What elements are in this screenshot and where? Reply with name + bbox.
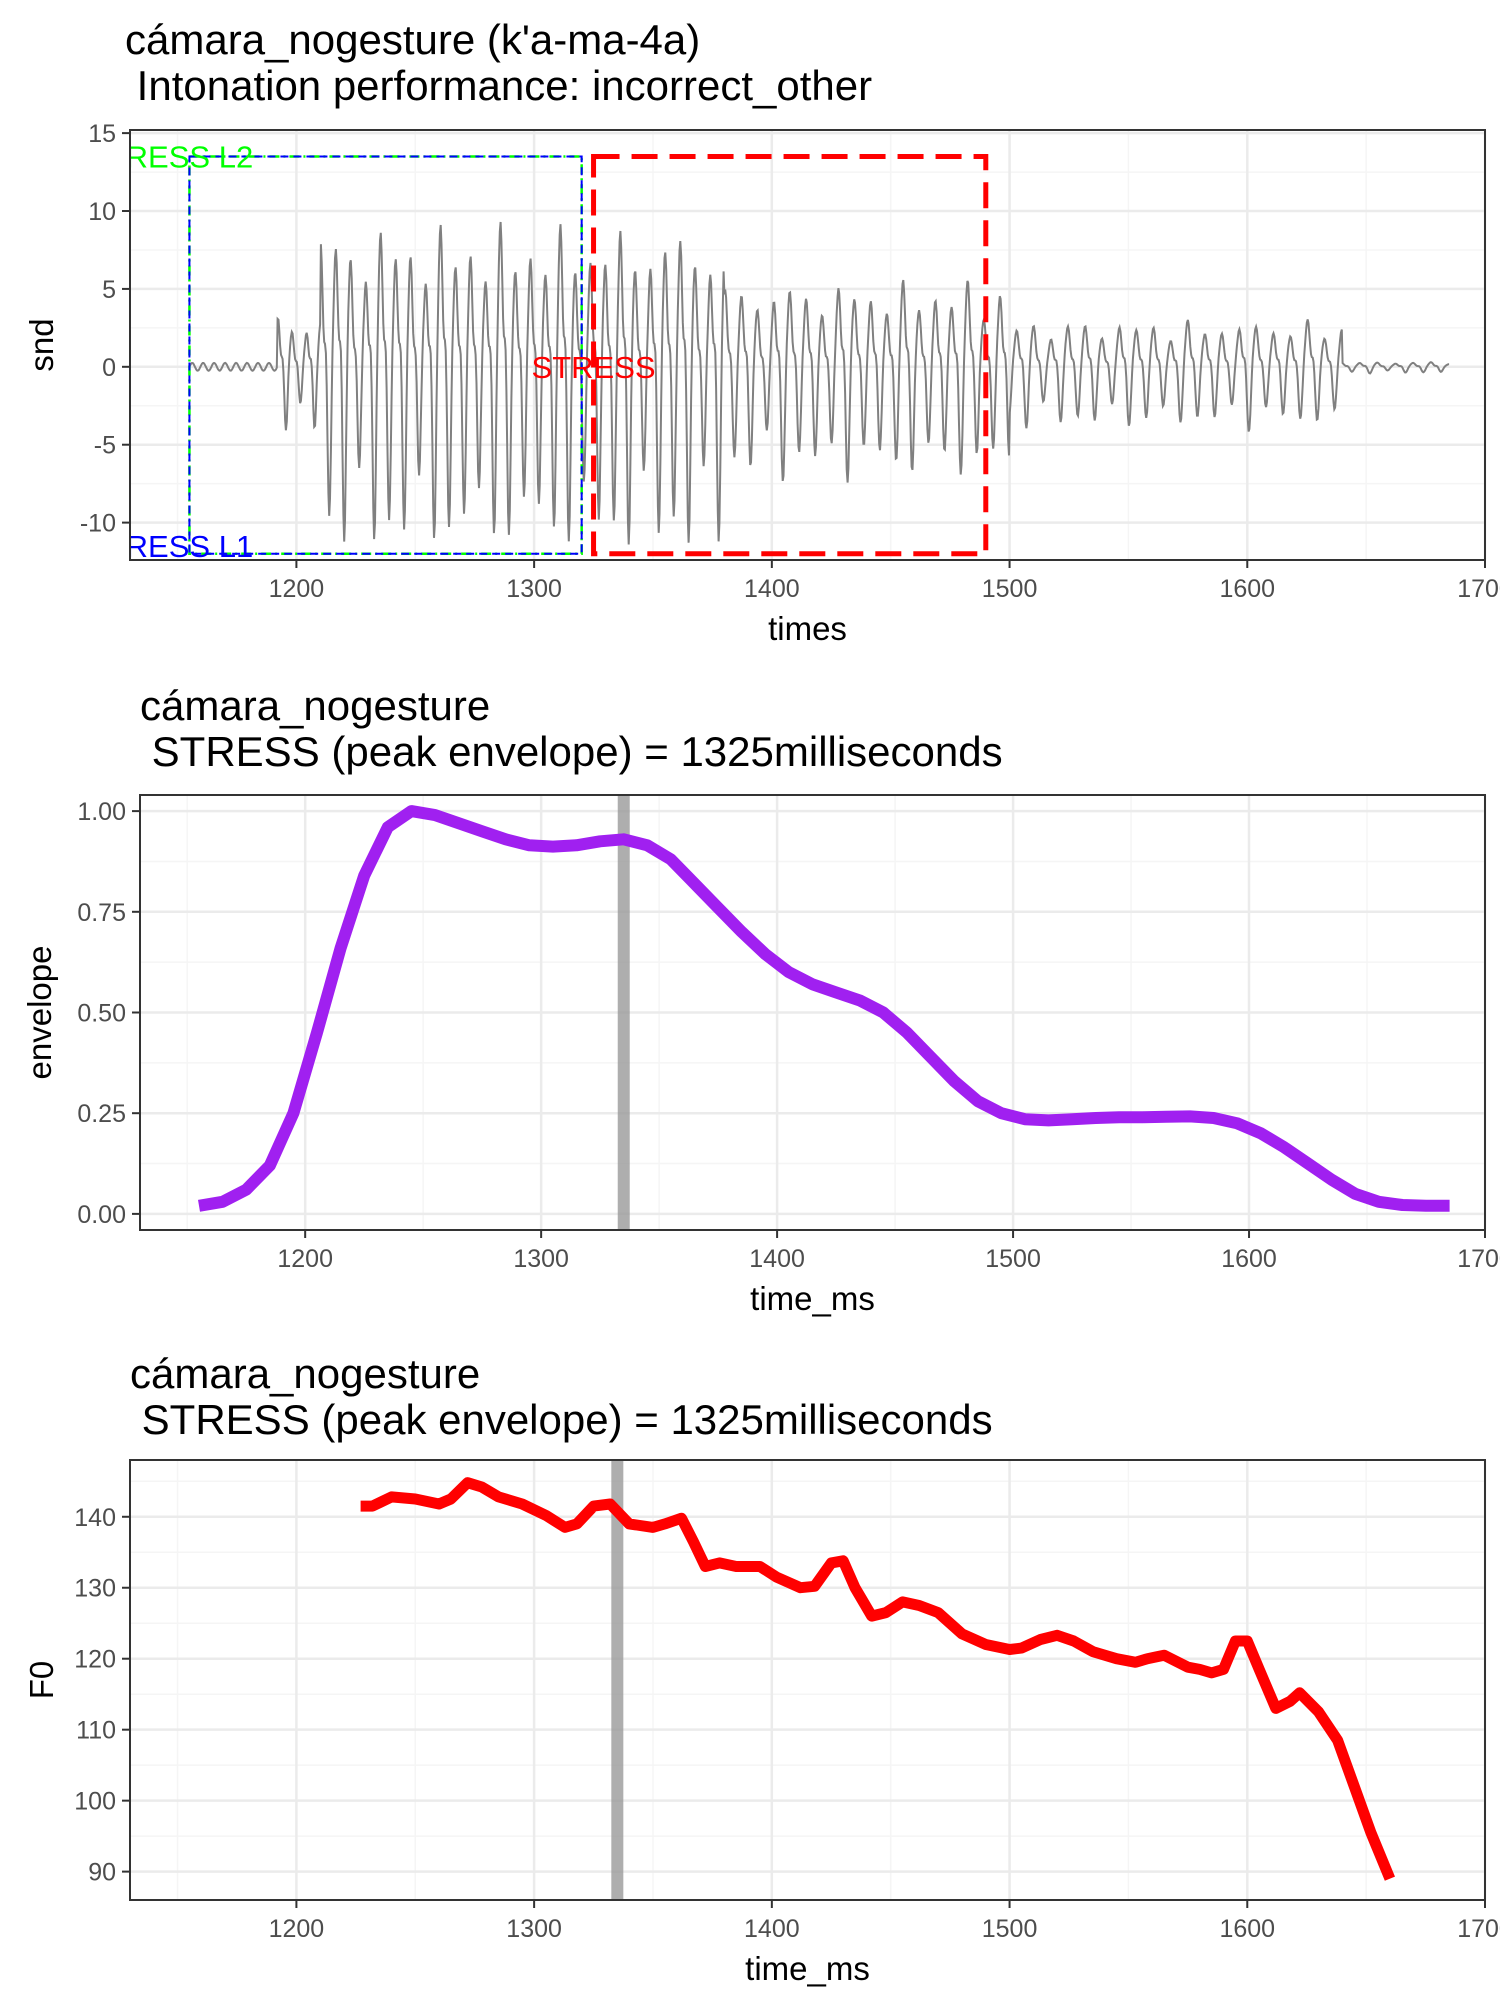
- y-axis-label: F0: [23, 1661, 60, 1700]
- y-tick-label: -10: [80, 510, 116, 538]
- y-axis: -10 -5 0 5 10 15: [80, 120, 130, 538]
- waveform-line: [188, 221, 1450, 545]
- x-tick-label: 1400: [744, 575, 800, 603]
- waveform-chart: cámara_nogesture (k'a-ma-4a) Intonation …: [23, 16, 1500, 647]
- y-tick-label: 100: [74, 1788, 116, 1816]
- y-tick-label: 130: [74, 1575, 116, 1603]
- x-tick-label: 1500: [982, 1915, 1038, 1943]
- stress-marker: [617, 795, 630, 1230]
- y-tick-label: 90: [88, 1859, 116, 1887]
- x-tick-label: 1300: [506, 1915, 562, 1943]
- region-box-l1: [188, 155, 583, 555]
- x-tick-label: 1200: [269, 1915, 325, 1943]
- y-tick-label: 0: [102, 354, 116, 382]
- plot-marks: RESS L2 RESS L1 STRESS: [126, 139, 1450, 564]
- plot-marks: [197, 795, 1450, 1230]
- y-tick-label: 0.75: [77, 899, 126, 927]
- y-axis-label: snd: [23, 318, 60, 371]
- x-tick-label: 1200: [277, 1245, 333, 1273]
- x-tick-label: 1500: [985, 1245, 1041, 1273]
- y-tick-label: -5: [94, 432, 116, 460]
- grid: [140, 795, 1487, 1230]
- x-axis-label: time_ms: [745, 1950, 870, 1987]
- panel-border: [129, 1459, 1486, 1901]
- x-tick-label: 1600: [1219, 1915, 1275, 1943]
- y-axis-label: envelope: [21, 946, 58, 1080]
- y-tick-label: 0.25: [77, 1100, 126, 1128]
- chart-subtitle: STRESS (peak envelope) = 1325millisecond…: [130, 1396, 993, 1443]
- region-box-stress: [591, 153, 989, 557]
- y-tick-label: 0.00: [77, 1201, 126, 1229]
- y-axis: 90 100 110 120 130 140: [74, 1504, 130, 1887]
- stress-marker: [611, 1460, 624, 1900]
- x-tick-label: 1300: [513, 1245, 569, 1273]
- annotation-label: RESS L2: [126, 139, 254, 174]
- x-tick-label: 1600: [1221, 1245, 1277, 1273]
- f0-chart: cámara_nogesture STRESS (peak envelope) …: [23, 1350, 1500, 1987]
- x-tick-label: 1600: [1219, 575, 1275, 603]
- chart-subtitle: Intonation performance: incorrect_other: [125, 62, 872, 109]
- annotation-label: STRESS: [532, 350, 656, 385]
- x-axis-label: times: [768, 610, 847, 647]
- y-tick-label: 120: [74, 1646, 116, 1674]
- envelope-chart: cámara_nogesture STRESS (peak envelope) …: [21, 682, 1500, 1317]
- y-tick-label: 110: [76, 1717, 116, 1745]
- x-tick-label: 1400: [744, 1915, 800, 1943]
- y-tick-label: 140: [74, 1504, 116, 1532]
- x-axis-label: time_ms: [750, 1280, 875, 1317]
- y-tick-label: 10: [88, 198, 116, 226]
- envelope-line: [197, 805, 1450, 1212]
- y-tick-label: 15: [88, 120, 116, 148]
- f0-line: [360, 1477, 1395, 1881]
- x-tick-label: 1300: [506, 575, 562, 603]
- y-tick-label: 0.50: [77, 1000, 126, 1028]
- panel-border: [129, 129, 1486, 561]
- plot-marks: [360, 1460, 1395, 1900]
- y-tick-label: 1.00: [77, 798, 126, 826]
- chart-subtitle: STRESS (peak envelope) = 1325millisecond…: [140, 728, 1003, 775]
- chart-title: cámara_nogesture: [130, 1350, 480, 1397]
- chart-title: cámara_nogesture: [140, 682, 490, 729]
- x-tick-label: 1200: [269, 575, 325, 603]
- y-tick-label: 5: [102, 276, 116, 304]
- chart-title: cámara_nogesture (k'a-ma-4a): [125, 16, 700, 63]
- y-axis: 0.00 0.25 0.50 0.75 1.00: [77, 798, 140, 1229]
- annotation-label: RESS L1: [126, 529, 254, 564]
- x-tick-label: 1500: [982, 575, 1038, 603]
- x-tick-label: 1400: [749, 1245, 805, 1273]
